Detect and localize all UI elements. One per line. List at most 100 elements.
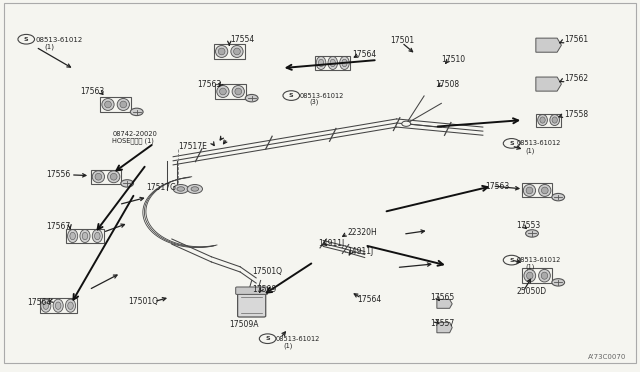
Text: 17509A: 17509A [229, 320, 259, 329]
Text: 17563: 17563 [81, 87, 105, 96]
Ellipse shape [82, 232, 88, 240]
Text: (3): (3) [309, 99, 319, 106]
Ellipse shape [80, 230, 90, 243]
Ellipse shape [68, 302, 74, 310]
Text: (1): (1) [525, 147, 534, 154]
Ellipse shape [234, 48, 241, 55]
FancyBboxPatch shape [236, 287, 268, 294]
Text: 08513-61012: 08513-61012 [516, 257, 561, 263]
Text: (1): (1) [44, 44, 54, 50]
Polygon shape [536, 38, 561, 52]
Ellipse shape [342, 59, 347, 67]
Ellipse shape [217, 86, 229, 97]
Ellipse shape [539, 269, 550, 282]
Ellipse shape [53, 299, 63, 312]
Text: 08513-61012: 08513-61012 [275, 336, 319, 342]
Text: 17564: 17564 [352, 50, 376, 59]
Ellipse shape [541, 272, 548, 279]
Ellipse shape [65, 299, 76, 312]
Text: 17563: 17563 [196, 80, 221, 89]
Text: 17501: 17501 [390, 36, 414, 45]
Text: 17563: 17563 [484, 182, 509, 190]
Ellipse shape [316, 57, 326, 70]
Ellipse shape [541, 187, 548, 194]
Ellipse shape [102, 99, 114, 110]
Text: 08513-61012: 08513-61012 [516, 140, 561, 146]
Text: 08742-20020: 08742-20020 [113, 131, 157, 137]
Text: (1): (1) [525, 264, 534, 270]
Ellipse shape [524, 269, 536, 282]
Circle shape [525, 230, 538, 237]
Ellipse shape [216, 45, 228, 57]
Circle shape [503, 255, 520, 265]
Text: S: S [266, 336, 270, 341]
Text: 17558: 17558 [564, 110, 588, 119]
Circle shape [503, 138, 520, 148]
Circle shape [259, 334, 276, 343]
Bar [214, 44, 244, 58]
Ellipse shape [232, 86, 244, 97]
Bar [536, 113, 561, 126]
Text: 17508: 17508 [435, 80, 459, 89]
Circle shape [177, 187, 184, 191]
Text: S: S [289, 93, 294, 98]
Bar [67, 229, 104, 243]
Ellipse shape [95, 173, 102, 180]
Text: 17554: 17554 [230, 35, 255, 44]
Text: 17509: 17509 [252, 285, 276, 294]
Text: S: S [509, 141, 514, 146]
Ellipse shape [92, 171, 104, 183]
Circle shape [187, 185, 202, 193]
Ellipse shape [41, 299, 51, 312]
Ellipse shape [231, 45, 243, 57]
Ellipse shape [550, 115, 559, 125]
Text: S: S [509, 258, 514, 263]
Text: 17564: 17564 [28, 298, 52, 307]
Text: 22320H: 22320H [348, 228, 377, 237]
Ellipse shape [117, 99, 129, 110]
Text: 17556: 17556 [47, 170, 71, 179]
Ellipse shape [540, 117, 545, 123]
Ellipse shape [319, 59, 324, 67]
Text: 25050D: 25050D [516, 287, 547, 296]
Bar [215, 84, 246, 99]
Circle shape [173, 185, 188, 193]
Text: 14911J: 14911J [318, 239, 344, 248]
Circle shape [131, 108, 143, 116]
Ellipse shape [92, 230, 102, 243]
Ellipse shape [524, 185, 536, 196]
Circle shape [283, 91, 300, 100]
FancyBboxPatch shape [237, 291, 266, 317]
Circle shape [121, 180, 134, 187]
Text: 17564: 17564 [357, 295, 381, 304]
Text: 17562: 17562 [564, 74, 588, 83]
Bar [40, 298, 77, 313]
Circle shape [18, 35, 35, 44]
Bar [522, 183, 552, 198]
Ellipse shape [328, 57, 337, 70]
Text: 17565: 17565 [430, 293, 454, 302]
Polygon shape [437, 323, 452, 333]
Circle shape [402, 121, 411, 126]
Text: 17517G: 17517G [147, 183, 176, 192]
Text: 17510: 17510 [442, 55, 465, 64]
Text: 08513-61012: 08513-61012 [300, 93, 344, 99]
Ellipse shape [70, 232, 76, 240]
Bar [316, 55, 350, 70]
Bar [91, 170, 122, 184]
Bar [100, 97, 131, 112]
Text: 08513-61012: 08513-61012 [36, 36, 83, 43]
Ellipse shape [527, 272, 533, 279]
Text: (1): (1) [284, 343, 293, 349]
Text: 17517E: 17517E [178, 142, 207, 151]
Text: S: S [24, 37, 29, 42]
Ellipse shape [526, 187, 533, 194]
Polygon shape [437, 299, 452, 308]
Text: 17553: 17553 [516, 221, 541, 230]
Ellipse shape [340, 57, 349, 70]
Ellipse shape [538, 115, 547, 125]
Text: 17501Q: 17501Q [252, 267, 282, 276]
Ellipse shape [95, 232, 100, 240]
Ellipse shape [220, 88, 227, 95]
Text: 14911J: 14911J [348, 247, 374, 256]
